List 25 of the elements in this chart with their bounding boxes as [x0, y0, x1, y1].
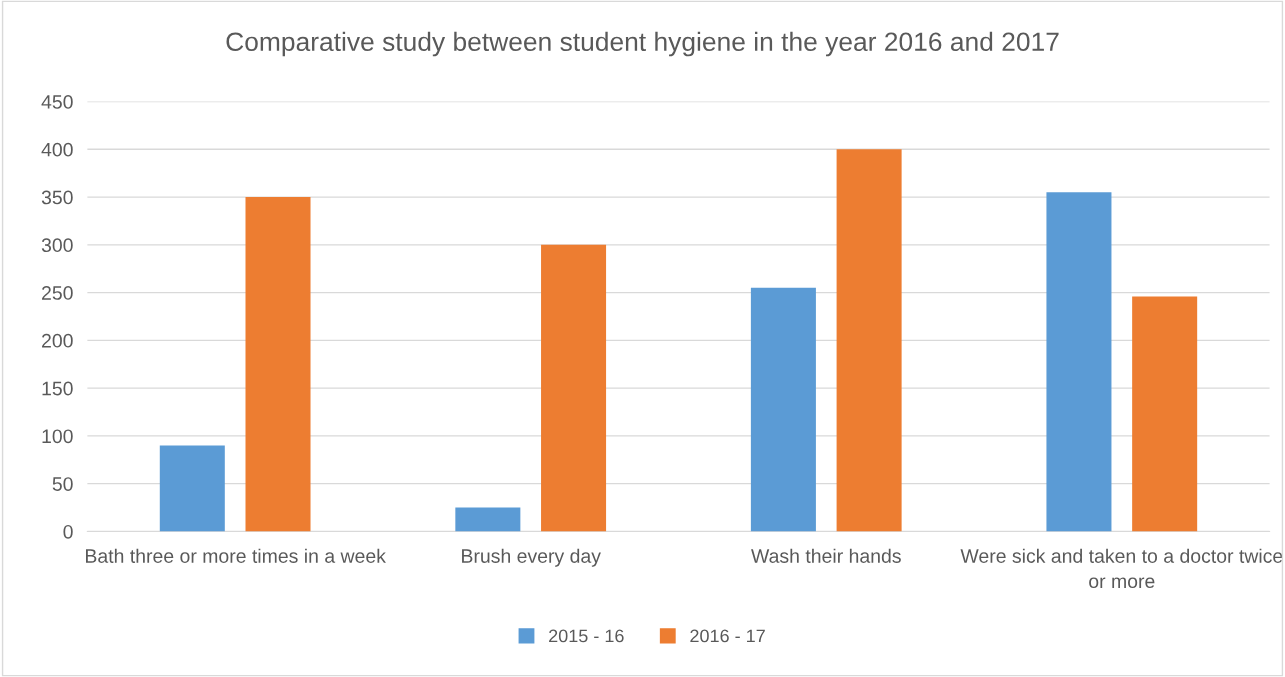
- y-tick-label: 450: [41, 95, 73, 109]
- x-tick-label: Wash their hands: [751, 548, 901, 563]
- y-tick-label: 350: [41, 190, 73, 205]
- y-tick-label: 100: [42, 429, 73, 444]
- legend-label: 2016 - 17: [690, 629, 765, 643]
- bar: [1046, 192, 1112, 532]
- bar: [159, 445, 225, 532]
- y-tick-label: 250: [42, 286, 73, 300]
- x-tick-label: Were sick and taken to a doctor twice or more: [960, 548, 1283, 589]
- legend-label: 2015 - 16: [549, 629, 624, 643]
- y-tick-label: 400: [41, 142, 73, 157]
- y-tick-label: 300: [41, 238, 73, 253]
- y-tick-label: 0: [63, 524, 73, 539]
- chart-title: Comparative study between student hygiene in the year 2016 and 2017: [226, 31, 1059, 57]
- bar: [455, 507, 521, 532]
- bar: [541, 244, 607, 532]
- bar: [1132, 296, 1198, 532]
- y-tick-label: 150: [42, 381, 73, 396]
- bar: [836, 149, 902, 532]
- bar: [750, 287, 816, 532]
- y-tick-label: 50: [52, 477, 73, 491]
- x-tick-label: Brush every day: [462, 548, 601, 567]
- y-tick-label: 200: [42, 333, 73, 348]
- x-tick-label: Bath three or more times in a week: [86, 548, 386, 563]
- bar: [245, 197, 311, 532]
